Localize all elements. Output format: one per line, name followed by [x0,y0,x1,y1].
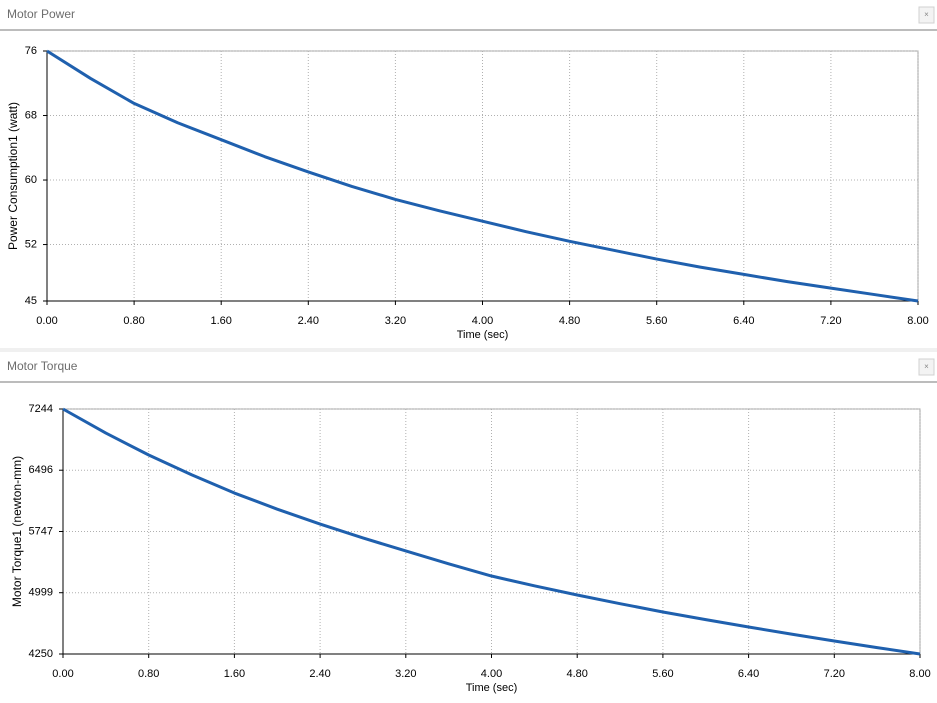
x-tick-label: 0.00 [52,668,73,680]
x-tick-label: 3.20 [385,315,406,327]
x-tick-label: 4.80 [566,668,587,680]
x-tick-label: 3.20 [395,668,416,680]
y-tick-label: 45 [25,295,37,307]
y-axis-label: Power Consumption1 (watt) [6,102,20,250]
y-axis-label: Motor Torque1 (newton-mm) [10,456,24,607]
x-tick-label: 0.00 [36,315,57,327]
x-tick-label: 4.00 [481,668,502,680]
y-tick-label: 4250 [29,648,53,660]
panel-title: Motor Power [7,7,75,21]
y-tick-label: 60 [25,174,37,186]
y-tick-label: 6496 [29,464,53,476]
x-axis-label: Time (sec) [457,329,509,341]
close-button[interactable] [918,6,935,24]
y-tick-label: 76 [25,45,37,57]
x-tick-label: 4.00 [472,315,493,327]
x-tick-label: 8.00 [907,315,928,327]
y-tick-label: 52 [25,238,37,250]
close-button[interactable] [918,358,935,376]
x-tick-label: 4.80 [559,315,580,327]
x-tick-label: 6.40 [738,668,759,680]
data-line [46,49,919,303]
x-tick-label: 2.40 [309,668,330,680]
x-axis-label: Time (sec) [466,682,518,694]
panel-title: Motor Torque [7,359,78,373]
y-tick-label: 4999 [29,587,53,599]
x-tick-label: 6.40 [733,315,754,327]
x-tick-label: 2.40 [298,315,319,327]
x-tick-label: 0.80 [123,315,144,327]
panel-separator [0,348,937,352]
x-tick-label: 1.60 [224,668,245,680]
y-tick-label: 7244 [29,403,53,415]
x-tick-label: 5.60 [652,668,673,680]
x-tick-label: 8.00 [909,668,930,680]
y-tick-label: 5747 [29,525,53,537]
x-tick-label: 7.20 [824,668,845,680]
x-tick-label: 0.80 [138,668,159,680]
x-tick-label: 1.60 [210,315,231,327]
close-icon: × [924,362,929,371]
x-tick-label: 5.60 [646,315,667,327]
x-tick-label: 7.20 [820,315,841,327]
close-icon: × [924,10,929,19]
data-line [62,407,921,656]
y-tick-label: 68 [25,109,37,121]
